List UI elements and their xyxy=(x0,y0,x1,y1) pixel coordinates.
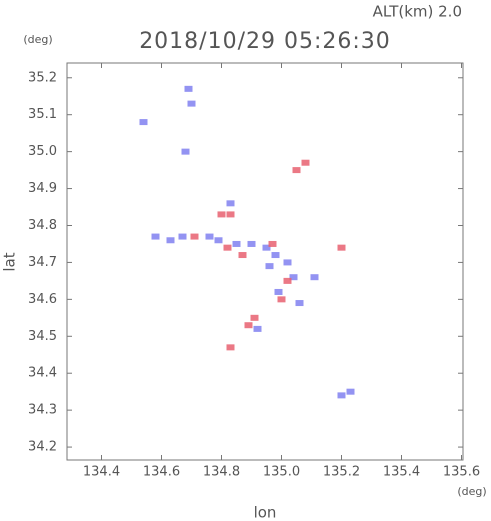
echo-cell xyxy=(190,233,199,240)
y-tick-label: 35.1 xyxy=(28,107,57,122)
echo-cell xyxy=(268,240,277,247)
y-axis-label: lat xyxy=(1,252,19,271)
echo-cell xyxy=(217,211,226,218)
y-tick-label: 34.7 xyxy=(28,255,57,270)
y-tick-label: 34.8 xyxy=(28,218,57,233)
echo-cell xyxy=(274,288,283,295)
echo-cell xyxy=(295,300,304,307)
x-tick-label: 135.0 xyxy=(263,465,300,480)
x-tick-label: 134.4 xyxy=(83,465,120,480)
plot-frame xyxy=(66,62,464,461)
y-unit: (deg) xyxy=(23,33,52,46)
echo-cell xyxy=(181,148,190,155)
y-tick-label: 34.6 xyxy=(28,292,57,307)
echo-cell xyxy=(178,233,187,240)
echo-cell xyxy=(226,344,235,351)
y-tick-label: 34.5 xyxy=(28,329,57,344)
echo-cell xyxy=(283,259,292,266)
x-tick-label: 135.6 xyxy=(443,465,480,480)
y-tick-label: 34.9 xyxy=(28,181,57,196)
x-unit: (deg) xyxy=(457,485,486,498)
echo-cell xyxy=(346,388,355,395)
echo-cell xyxy=(187,100,196,107)
echo-cell xyxy=(262,244,271,251)
x-tick-label: 134.6 xyxy=(143,465,180,480)
echo-cell xyxy=(337,244,346,251)
echo-cell xyxy=(250,314,259,321)
x-axis-label: lon xyxy=(254,504,277,521)
echo-cell xyxy=(289,274,298,281)
y-tick-label: 35.2 xyxy=(28,70,57,85)
y-tick-label: 34.3 xyxy=(28,403,57,418)
echo-cell xyxy=(277,296,286,303)
echo-cell xyxy=(166,237,175,244)
echo-cell xyxy=(223,244,232,251)
chart-title: 2018/10/29 05:26:30 xyxy=(139,29,391,54)
echo-cell xyxy=(226,200,235,207)
x-tick-label: 135.2 xyxy=(323,465,360,480)
echo-cell xyxy=(238,252,247,259)
echo-cell xyxy=(265,263,274,270)
echo-cell xyxy=(271,252,280,259)
altitude-label: ALT(km) 2.0 xyxy=(373,3,462,21)
echo-cell xyxy=(184,85,193,92)
x-tick-label: 134.8 xyxy=(203,465,240,480)
echo-cell xyxy=(301,159,310,166)
echo-cell xyxy=(283,277,292,284)
echo-cell xyxy=(292,167,301,174)
x-tick-label: 135.4 xyxy=(383,465,420,480)
echo-cell xyxy=(337,392,346,399)
echo-cell xyxy=(232,240,241,247)
echo-cell xyxy=(310,274,319,281)
echo-cell xyxy=(205,233,214,240)
echo-cell xyxy=(253,325,262,332)
echo-cell xyxy=(247,240,256,247)
y-tick-label: 34.2 xyxy=(28,440,57,455)
y-tick-label: 35.0 xyxy=(28,144,57,159)
echo-cell xyxy=(226,211,235,218)
y-tick-label: 34.4 xyxy=(28,366,57,381)
echo-cell xyxy=(151,233,160,240)
echo-cell xyxy=(139,119,148,126)
echo-cell xyxy=(244,322,253,329)
echo-cell xyxy=(214,237,223,244)
